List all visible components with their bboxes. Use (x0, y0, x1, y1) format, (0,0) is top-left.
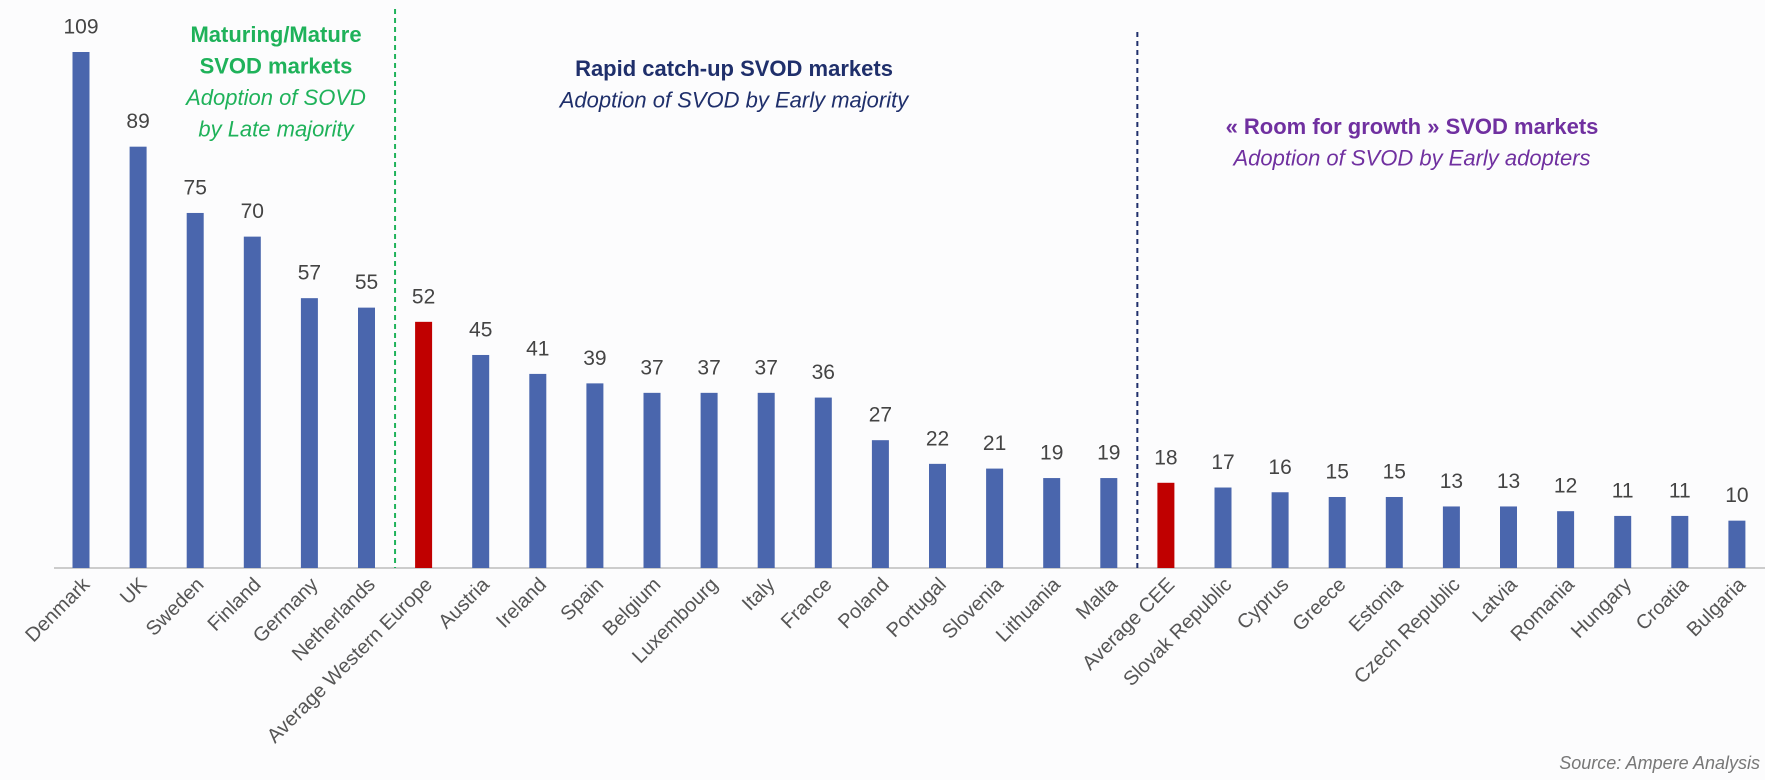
value-label: 11 (1612, 479, 1634, 502)
x-tick-label: France (777, 574, 837, 634)
bar (1728, 520, 1746, 568)
value-label: 37 (697, 356, 720, 379)
bar (72, 52, 90, 568)
bar (186, 212, 204, 568)
value-label: 45 (469, 319, 492, 342)
x-tick-label: Lithuania (992, 573, 1066, 647)
value-label: 19 (1040, 442, 1063, 465)
value-label: 12 (1554, 475, 1577, 498)
bar (243, 236, 261, 569)
bar (1271, 492, 1289, 568)
value-label: 75 (184, 177, 207, 200)
bar (129, 146, 147, 568)
value-label: 13 (1497, 470, 1520, 493)
value-label: 70 (241, 200, 264, 223)
bar (415, 321, 433, 568)
x-tick-label: Romania (1507, 573, 1580, 646)
value-label: 57 (298, 262, 321, 285)
value-label: 37 (755, 356, 778, 379)
value-label: 15 (1326, 461, 1349, 484)
bar (929, 463, 946, 568)
bar (300, 298, 318, 568)
x-tick-label: Latvia (1468, 573, 1522, 627)
x-tick-label: Italy (738, 574, 779, 615)
x-tick-label: Greece (1289, 574, 1351, 636)
bar (757, 392, 775, 568)
bar (1328, 496, 1346, 568)
x-tick-label: Spain (556, 574, 608, 626)
x-tick-label: Ireland (492, 574, 551, 633)
value-label: 10 (1725, 484, 1748, 507)
bar (529, 373, 547, 568)
x-tick-label: Denmark (21, 573, 95, 647)
bar (1100, 478, 1118, 568)
annotation-title: Maturing/Mature (190, 22, 361, 47)
bar (986, 468, 1004, 568)
value-label: 39 (583, 347, 606, 370)
value-label: 15 (1383, 461, 1406, 484)
bar (472, 354, 490, 568)
annotation-title: SVOD markets (200, 53, 353, 78)
bar (1043, 478, 1061, 568)
source: Source: Ampere Analysis (1559, 753, 1760, 773)
value-label: 13 (1440, 470, 1463, 493)
bar (586, 383, 604, 568)
bar (358, 307, 375, 568)
annotation-title: Rapid catch-up SVOD markets (575, 56, 893, 81)
bar (1157, 482, 1175, 568)
bar (1214, 487, 1232, 568)
value-label: 109 (63, 16, 98, 39)
bar (814, 397, 832, 568)
bar (871, 440, 889, 568)
bar (1557, 511, 1575, 568)
value-label: 89 (126, 110, 149, 133)
value-label: 22 (926, 427, 949, 450)
bar (1442, 506, 1460, 568)
value-label: 11 (1669, 479, 1691, 502)
bar (1671, 515, 1689, 568)
annotation-title: « Room for growth » SVOD markets (1226, 114, 1599, 139)
value-label: 55 (355, 271, 378, 294)
bar (643, 392, 661, 568)
value-label: 52 (412, 285, 435, 308)
x-tick-label: Cyprus (1233, 574, 1293, 634)
annotation-subtitle: Adoption of SVOD by Early adopters (1231, 145, 1590, 170)
x-tick-label: Hungary (1567, 574, 1636, 643)
value-label: 21 (983, 432, 1006, 455)
value-label: 36 (812, 361, 835, 384)
bar (1614, 515, 1632, 568)
x-tick-label: Malta (1072, 573, 1123, 624)
annotation-subtitle: Adoption of SVOD by Early majority (558, 87, 910, 112)
value-label: 27 (869, 404, 892, 427)
value-label: 17 (1211, 451, 1234, 474)
x-tick-label: Slovak Republic (1119, 574, 1236, 691)
value-label: 16 (1268, 456, 1291, 479)
annotation-subtitle: by Late majority (198, 116, 355, 141)
annotation-subtitle: Adoption of SOVD (184, 85, 366, 110)
x-tick-label: Sweden (142, 574, 209, 641)
x-tick-label: Czech Republic (1350, 574, 1465, 689)
bar (1500, 506, 1517, 568)
x-tick-label: UK (116, 573, 152, 609)
bar (700, 392, 718, 568)
value-label: 19 (1097, 442, 1120, 465)
x-tick-label: Austria (434, 573, 494, 633)
value-label: 37 (640, 356, 663, 379)
value-label: 18 (1154, 446, 1177, 469)
x-tick-label: Bulgaria (1683, 573, 1751, 641)
bar (1385, 496, 1403, 568)
value-label: 41 (526, 337, 549, 360)
